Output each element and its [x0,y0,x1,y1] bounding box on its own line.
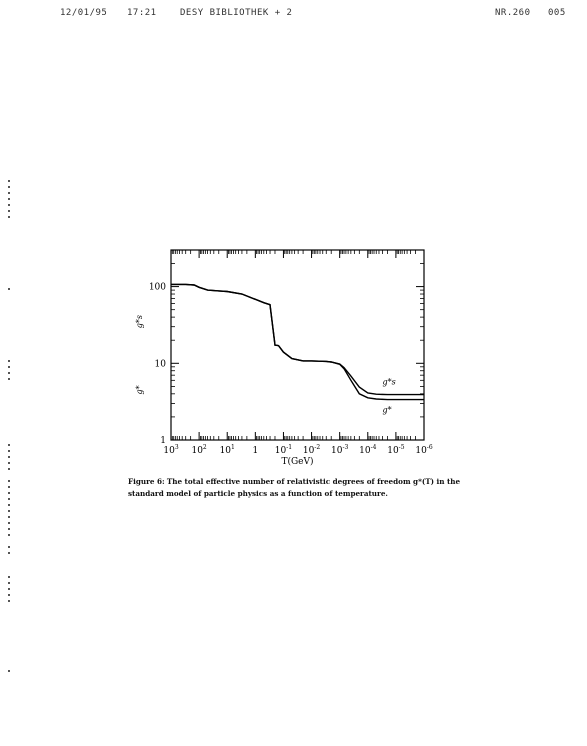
x-tick-label: 10-2 [303,444,320,456]
series-line-g-star [171,283,424,401]
y-tick-label: 10 [155,359,167,369]
x-tick-label: 101 [220,444,235,456]
y-tick-label: 1 [160,436,166,446]
x-tick-label: 10-3 [331,444,348,456]
fax-page: 005 [548,8,566,18]
x-tick-label: 1 [252,446,258,456]
caption-text: The total effective number of relativist… [128,477,461,498]
x-tick-label: 102 [191,444,206,456]
x-tick-label: 10-6 [415,444,432,456]
x-axis-label: T(GeV) [281,456,313,467]
fax-date: 12/01/95 [60,8,108,18]
x-tick-label: 103 [163,444,178,456]
y-axis-label-g-star-s: g*s [135,315,144,328]
fax-time: 17:21 [127,8,157,18]
scan-margin-dots [8,180,14,740]
x-tick-label: 10-5 [387,444,404,456]
x-tick-label: 10-1 [275,444,292,456]
degrees-of-freedom-chart: 103 102 101 1 10-1 10-2 10-3 10-4 10-5 10-6 1 10 100… [135,249,433,467]
figure-caption: Figure 6: The total effective number of … [128,476,478,500]
plot-frame [170,249,425,441]
series-label-g-star: g* [382,405,391,414]
y-tick-label: 100 [149,283,166,293]
x-tick-label: 10-4 [359,444,376,456]
series-label-g-star-s: g*s [382,377,395,386]
caption-label: Figure 6: [128,477,165,486]
fax-sender: DESY BIBLIOTHEK + 2 [180,8,293,18]
fax-header: 12/01/95 17:21 DESY BIBLIOTHEK + 2 NR.26… [0,8,587,22]
fax-number: NR.260 [495,8,531,18]
y-axis-label-g-star: g* [135,385,144,394]
